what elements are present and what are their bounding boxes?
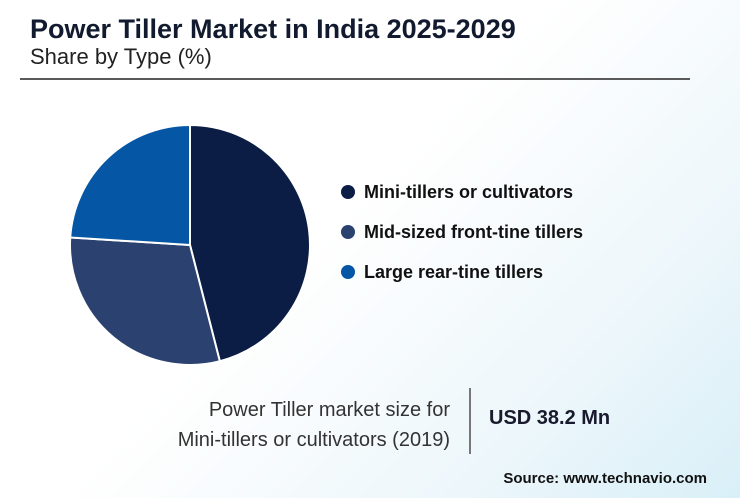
market-size-label: Power Tiller market size for Mini-tiller…	[178, 395, 450, 455]
pie-slice-mini-tillers	[189, 123, 311, 363]
legend-marker-large-rear-tine-tillers	[341, 265, 355, 279]
legend-item-mini-tillers: Mini-tillers or cultivators	[341, 172, 583, 212]
legend-item-mid-sized-tillers: Mid-sized front-tine tillers	[341, 212, 583, 252]
legend-item-large-rear-tine-tillers: Large rear-tine tillers	[341, 252, 583, 292]
legend-label-mid-sized-tillers: Mid-sized front-tine tillers	[364, 221, 584, 242]
source-credit: Source: www.technavio.com	[503, 470, 707, 487]
market-size-label-line-1: Power Tiller market size for	[208, 399, 450, 421]
chart-title: Power Tiller Market in India 2025-2029	[30, 14, 516, 44]
chart-legend: Mini-tillers or cultivators Mid-sized fr…	[341, 172, 583, 292]
legend-marker-mini-tillers	[341, 185, 355, 199]
market-size-label-line-2: Mini-tillers or cultivators (2019)	[177, 429, 450, 451]
pie-slice-mid-sized-tillers	[69, 236, 222, 366]
header-divider	[20, 78, 690, 80]
pie-slice-large-rear-tine-tillers	[69, 123, 191, 247]
legend-label-mini-tillers: Mini-tillers or cultivators	[364, 181, 574, 202]
chart-subtitle: Share by Type (%)	[30, 44, 212, 69]
legend-marker-mid-sized-tillers	[341, 225, 355, 239]
legend-label-large-rear-tine-tillers: Large rear-tine tillers	[364, 261, 544, 282]
info-divider	[469, 388, 471, 454]
market-size-value: USD 38.2 Mn	[489, 407, 611, 429]
